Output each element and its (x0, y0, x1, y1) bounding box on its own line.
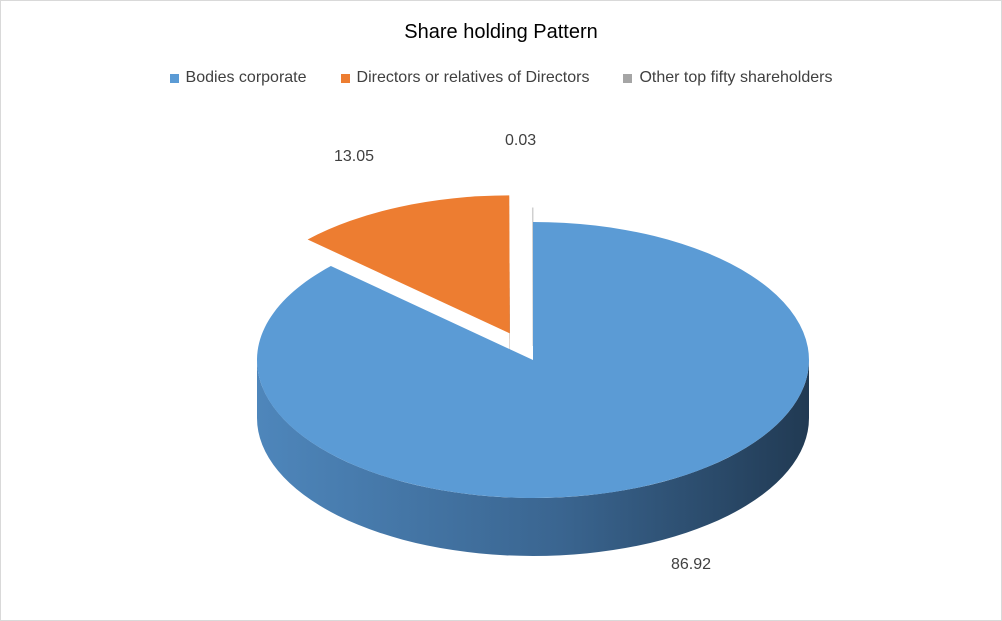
pie-side-0 (257, 360, 809, 556)
chart-title: Share holding Pattern (404, 21, 598, 43)
data-label-1: 13.05 (334, 148, 374, 165)
pie-top-1 (307, 195, 510, 334)
pie-slice-1 (307, 195, 510, 392)
legend-item-directors: Directors or relatives of Directors (340, 69, 590, 87)
pie-top-2 (531, 207, 534, 347)
data-label-0: 86.92 (671, 556, 711, 573)
legend-swatch-other-top-fifty (623, 73, 633, 83)
legend-item-other-top-fifty: Other top fifty shareholders (623, 69, 832, 87)
data-label-2: 0.03 (505, 132, 536, 149)
legend-label-other-top-fifty: Other top fifty shareholders (639, 69, 833, 86)
legend-swatch-directors (340, 73, 350, 83)
legend-label-directors: Directors or relatives of Directors (356, 69, 590, 86)
pie-top-0 (256, 222, 809, 498)
legend-swatch-bodies-corporate (169, 73, 179, 83)
legend-label-bodies-corporate: Bodies corporate (185, 69, 307, 86)
pie-slice-0 (256, 222, 809, 556)
pie-slice-2 (531, 207, 534, 347)
legend-item-bodies-corporate: Bodies corporate (169, 69, 307, 87)
chart-legend: Bodies corporate Directors or relatives … (1, 69, 1001, 87)
